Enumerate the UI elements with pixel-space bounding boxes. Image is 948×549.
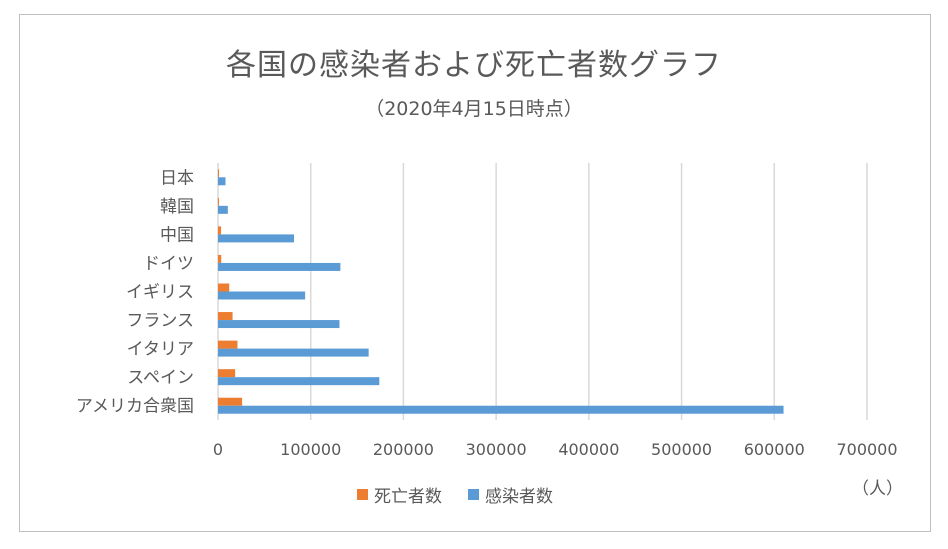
bar-deaths xyxy=(218,169,219,178)
legend-swatch-deaths xyxy=(357,489,368,500)
bar-deaths xyxy=(218,312,233,321)
x-tick-label: 100000 xyxy=(280,440,341,459)
legend: 死亡者数 感染者数 xyxy=(357,482,579,507)
x-tick-label: 0 xyxy=(213,440,223,459)
bar-cases xyxy=(218,348,369,357)
bar-deaths xyxy=(218,340,238,349)
legend-item-deaths: 死亡者数 xyxy=(357,482,442,507)
bar-cases xyxy=(218,205,228,214)
bar-deaths xyxy=(218,397,243,406)
x-tick-label: 300000 xyxy=(466,440,527,459)
category-label: ドイツ xyxy=(143,254,194,274)
x-tick-label: 200000 xyxy=(373,440,434,459)
bar-cases xyxy=(218,234,295,243)
unit-label: （人） xyxy=(852,479,903,499)
category-label: イタリア xyxy=(127,340,194,360)
bar-deaths xyxy=(218,197,219,206)
bar-cases xyxy=(218,320,340,329)
bar-deaths xyxy=(218,226,222,235)
legend-label-deaths: 死亡者数 xyxy=(374,487,442,507)
bar-cases xyxy=(218,291,306,300)
bar-cases xyxy=(218,377,380,386)
bar-deaths xyxy=(218,283,230,292)
bar-deaths xyxy=(218,254,222,263)
legend-label-cases: 感染者数 xyxy=(485,487,553,507)
chart-frame xyxy=(19,14,931,532)
bar-cases xyxy=(218,405,784,414)
bar-deaths xyxy=(218,369,236,378)
category-label: 韓国 xyxy=(160,197,194,217)
category-label: アメリカ合衆国 xyxy=(76,397,194,417)
category-label: スペイン xyxy=(127,368,194,388)
bar-cases xyxy=(218,177,226,186)
category-label: 日本 xyxy=(160,168,194,188)
category-label: イギリス xyxy=(126,283,194,303)
category-label: フランス xyxy=(126,311,194,331)
legend-item-cases: 感染者数 xyxy=(468,482,553,507)
x-tick-label: 500000 xyxy=(651,440,712,459)
bar-cases xyxy=(218,262,341,271)
x-tick-label: 400000 xyxy=(558,440,619,459)
x-tick-label: 700000 xyxy=(836,440,897,459)
legend-swatch-cases xyxy=(468,489,479,500)
chart-subtitle: （2020年4月15日時点） xyxy=(365,98,583,120)
category-label: 中国 xyxy=(160,225,194,245)
chart-title: 各国の感染者および死亡者数グラフ xyxy=(226,48,722,83)
x-tick-label: 600000 xyxy=(744,440,805,459)
